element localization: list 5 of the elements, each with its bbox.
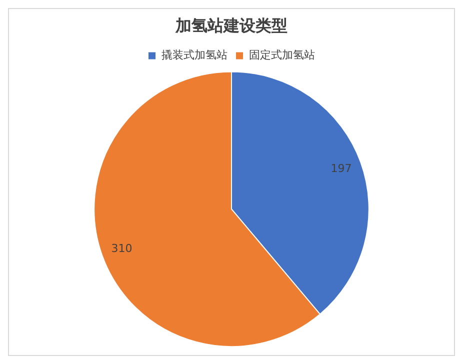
legend-label: 撬装式加氢站 — [162, 48, 228, 62]
chart-title: 加氢站建设类型 — [174, 16, 288, 35]
data-label: 310 — [111, 242, 132, 256]
legend-label: 固定式加氢站 — [249, 48, 315, 62]
data-label: 197 — [330, 162, 352, 175]
